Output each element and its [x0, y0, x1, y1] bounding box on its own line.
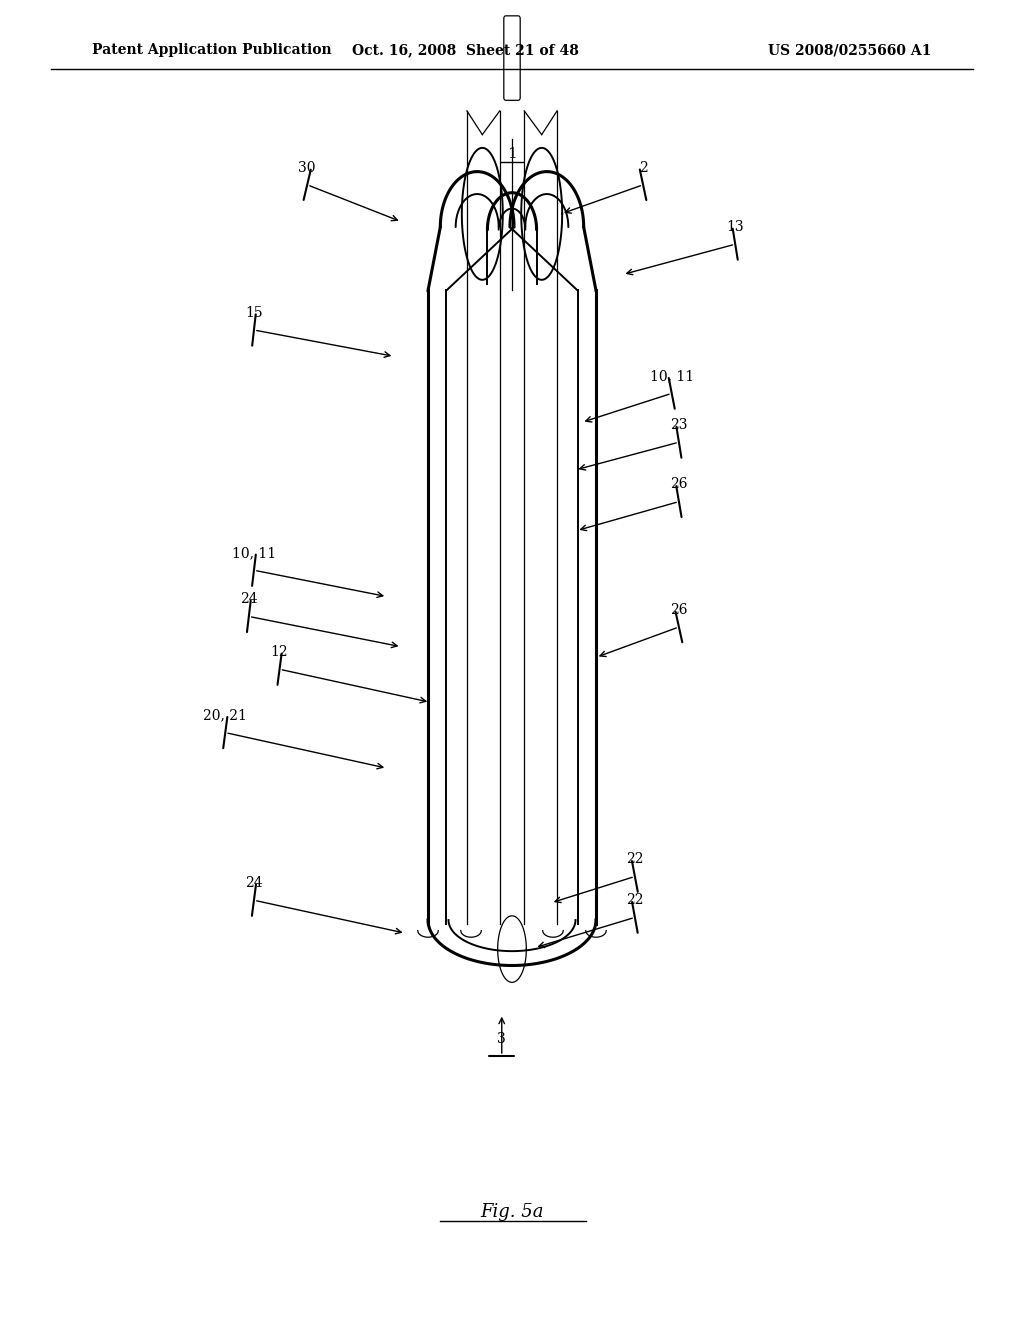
Text: 10, 11: 10, 11	[649, 370, 694, 383]
Text: 15: 15	[245, 306, 263, 319]
Text: 23: 23	[670, 418, 688, 432]
Text: 10, 11: 10, 11	[231, 546, 276, 560]
Text: 26: 26	[670, 478, 688, 491]
Text: 13: 13	[726, 220, 744, 234]
Text: 20, 21: 20, 21	[204, 709, 247, 722]
Text: 24: 24	[240, 593, 258, 606]
Text: 2: 2	[639, 161, 647, 174]
Text: 3: 3	[498, 1032, 506, 1045]
Text: 22: 22	[626, 894, 644, 907]
FancyBboxPatch shape	[504, 16, 520, 100]
Text: Patent Application Publication: Patent Application Publication	[92, 44, 332, 57]
Text: Fig. 5a: Fig. 5a	[480, 1203, 544, 1221]
Text: 22: 22	[626, 853, 644, 866]
Text: 24: 24	[245, 876, 263, 890]
Text: 30: 30	[298, 161, 316, 174]
Text: Oct. 16, 2008  Sheet 21 of 48: Oct. 16, 2008 Sheet 21 of 48	[352, 44, 580, 57]
Text: 26: 26	[670, 603, 688, 616]
Text: US 2008/0255660 A1: US 2008/0255660 A1	[768, 44, 932, 57]
Text: 1: 1	[507, 148, 517, 161]
Text: 12: 12	[270, 645, 289, 659]
